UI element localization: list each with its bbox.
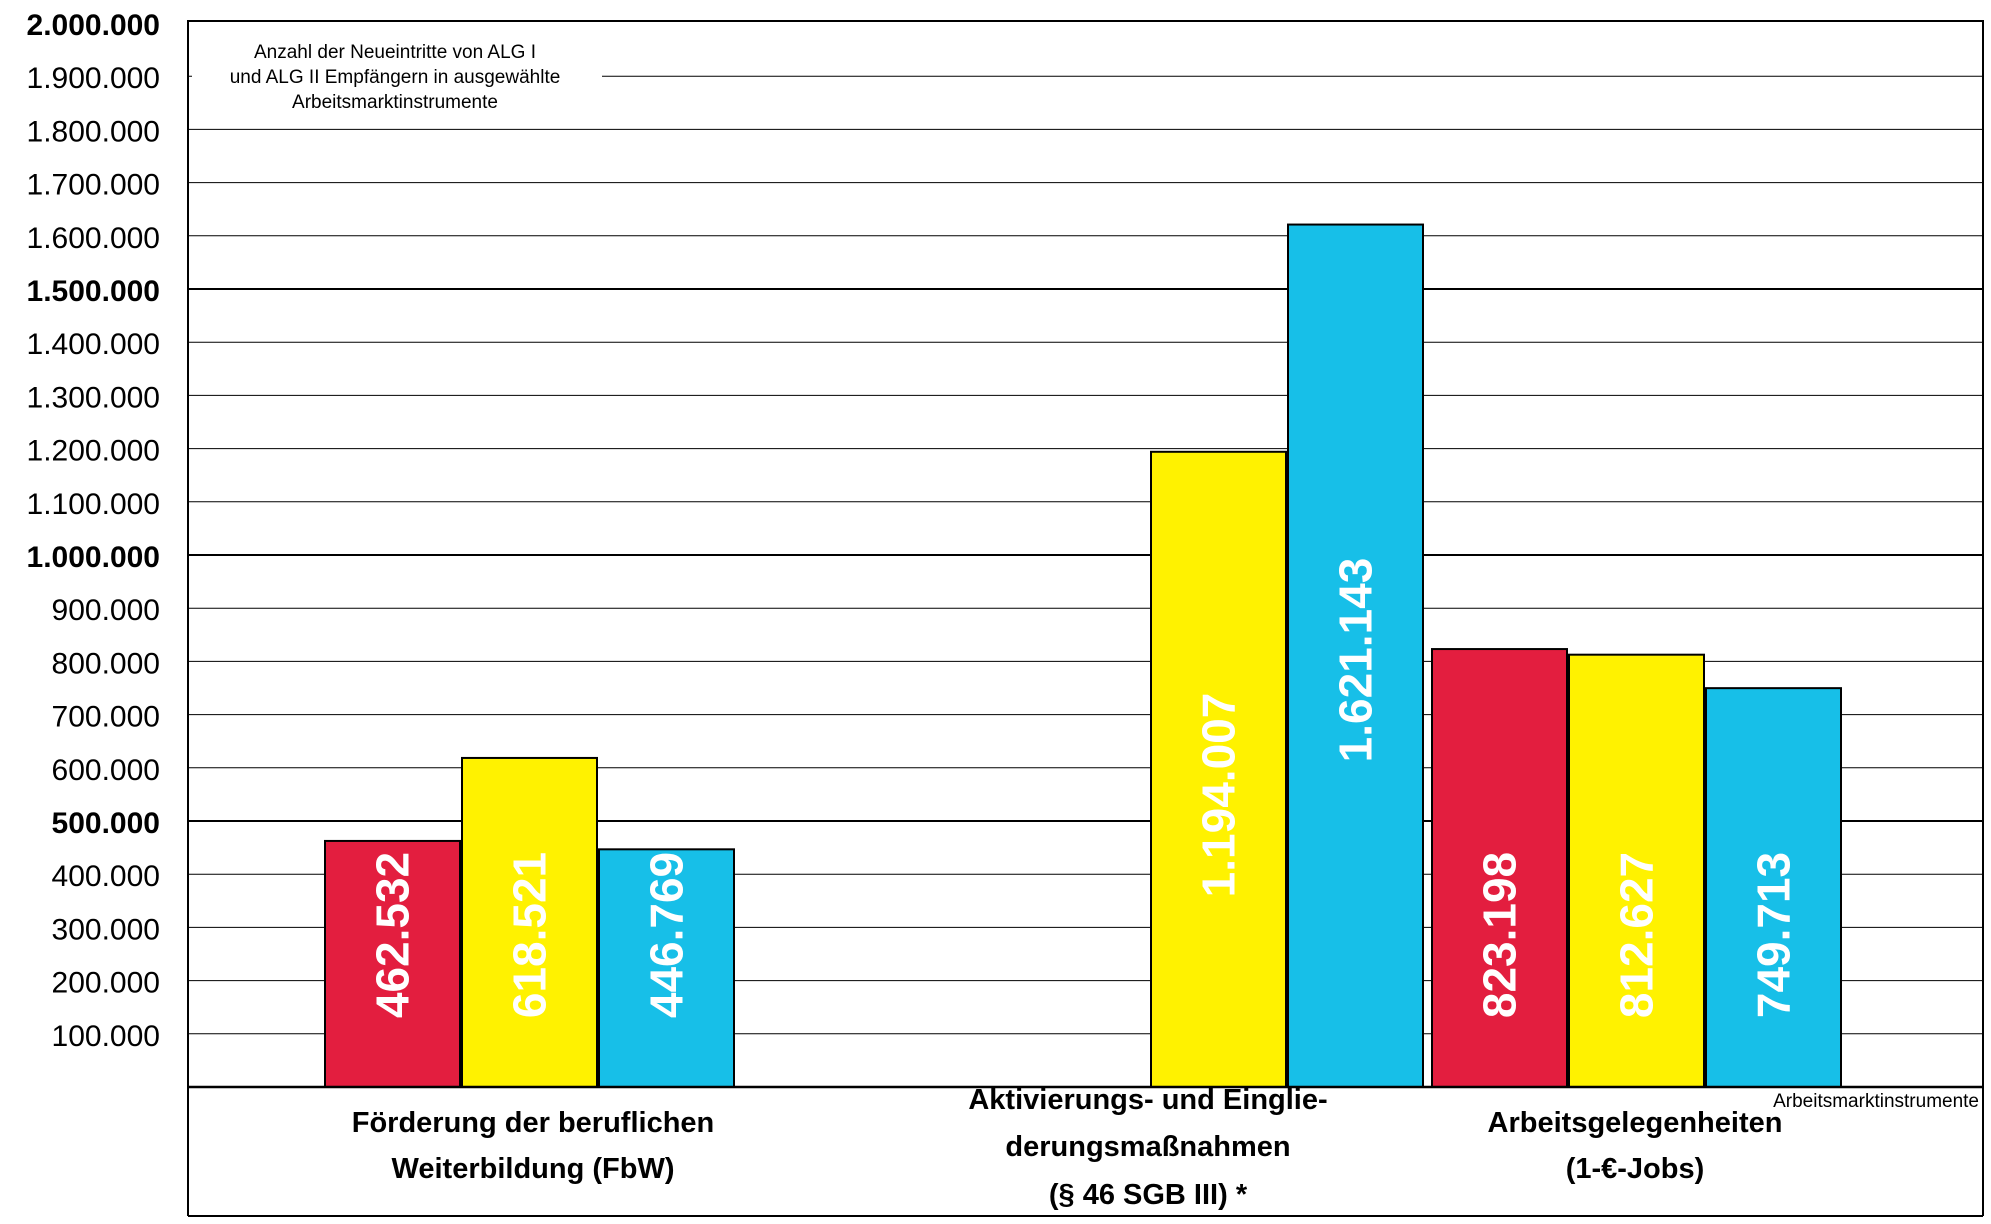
y-tick-label: 1.300.000 bbox=[27, 381, 160, 414]
y-tick-label: 500.000 bbox=[52, 807, 160, 840]
bar bbox=[461, 756, 598, 1088]
bar-value-label: 446.769 bbox=[641, 852, 693, 1018]
y-tick-label: 400.000 bbox=[52, 860, 160, 893]
bar-value-label: 749.713 bbox=[1748, 852, 1800, 1018]
bar bbox=[1705, 687, 1842, 1089]
y-tick-label: 300.000 bbox=[52, 913, 160, 946]
x-axis-title: Arbeitsmarktinstrumente bbox=[1773, 1091, 1979, 1112]
y-tick-label: 1.000.000 bbox=[27, 541, 160, 574]
plot-frame bbox=[187, 20, 1984, 1217]
x-category-label: Förderung der beruflichen bbox=[352, 1107, 715, 1139]
y-tick-label: 800.000 bbox=[52, 647, 160, 680]
y-tick-label: 700.000 bbox=[52, 701, 160, 734]
y-tick-label: 600.000 bbox=[52, 754, 160, 787]
x-category-label: (§ 46 SGB III) * bbox=[1049, 1179, 1248, 1211]
y-tick-label: 2.000.000 bbox=[27, 9, 160, 42]
bar-value-label: 618.521 bbox=[504, 852, 556, 1018]
y-tick-label: 1.800.000 bbox=[27, 115, 160, 148]
annotation-background bbox=[192, 38, 602, 118]
bar bbox=[1568, 653, 1705, 1088]
x-category-label: Weiterbildung (FbW) bbox=[392, 1153, 675, 1185]
bar bbox=[1150, 450, 1287, 1088]
y-axis-tick-labels: 100.000 200.000 300.000 400.000 500.000 600.0… bbox=[27, 9, 160, 1053]
y-tick-label: 900.000 bbox=[52, 594, 160, 627]
bar-value-label: 462.532 bbox=[367, 852, 419, 1018]
y-tick-label: 1.700.000 bbox=[27, 169, 160, 202]
y-tick-label: 1.500.000 bbox=[27, 275, 160, 308]
chart-annotation: Anzahl der Neueintritte von ALG I und ALG… bbox=[192, 38, 602, 118]
x-category-label: derungsmaßnahmen bbox=[1005, 1131, 1290, 1163]
y-tick-label: 100.000 bbox=[52, 1020, 160, 1053]
bar-value-label: 823.198 bbox=[1474, 852, 1526, 1018]
y-tick-label: 1.400.000 bbox=[27, 328, 160, 361]
y-tick-label: 1.600.000 bbox=[27, 222, 160, 255]
bar bbox=[324, 839, 461, 1088]
annotation-line: Anzahl der Neueintritte von ALG I bbox=[254, 42, 536, 63]
y-tick-label: 1.100.000 bbox=[27, 488, 160, 521]
x-category-label: (1-€-Jobs) bbox=[1566, 1153, 1705, 1185]
bar-value-label: 1.621.143 bbox=[1330, 558, 1382, 763]
bar bbox=[1287, 223, 1424, 1088]
bar bbox=[1431, 648, 1568, 1088]
y-tick-label: 1.900.000 bbox=[27, 62, 160, 95]
x-category-label: Aktivierungs- und Einglie- bbox=[968, 1084, 1327, 1116]
bar-value-label: 812.627 bbox=[1611, 852, 1663, 1018]
bars: 462.532 823.198 618.521 1.194.007 812.627 446… bbox=[324, 223, 1842, 1089]
bar-value-label: 1.194.007 bbox=[1193, 693, 1245, 898]
annotation-line: und ALG II Empfängern in ausgewählte bbox=[230, 67, 561, 88]
x-axis-category-labels: Arbeitsmarktinstrumente Förderung der ber… bbox=[352, 1084, 1979, 1211]
annotation-line: Arbeitsmarktinstrumente bbox=[292, 92, 498, 113]
x-category-label: Arbeitsgelegenheiten bbox=[1488, 1107, 1783, 1139]
y-tick-label: 200.000 bbox=[52, 967, 160, 1000]
y-tick-label: 1.200.000 bbox=[27, 435, 160, 468]
